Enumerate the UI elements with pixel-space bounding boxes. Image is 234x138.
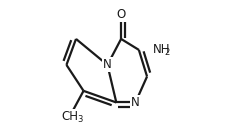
Text: N: N (131, 96, 140, 109)
Text: N: N (103, 58, 112, 71)
Text: O: O (117, 8, 126, 21)
Text: 3: 3 (77, 115, 83, 124)
Text: NH: NH (153, 43, 170, 56)
Text: CH: CH (61, 110, 78, 123)
Text: 2: 2 (165, 48, 170, 57)
